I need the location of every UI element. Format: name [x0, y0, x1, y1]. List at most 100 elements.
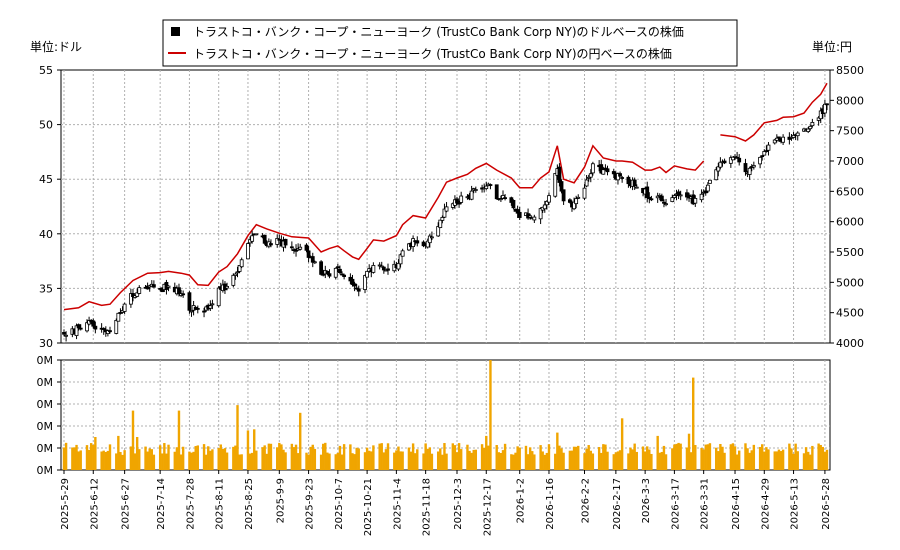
candle-body: [810, 121, 815, 127]
candle-body: [310, 256, 315, 263]
volume-bar: [131, 410, 135, 470]
right-tick-label: 5500: [836, 246, 864, 259]
volume-bar: [547, 444, 551, 470]
volume-bar: [313, 448, 317, 470]
volume-bar: [443, 443, 446, 470]
volume-bar: [451, 443, 455, 470]
right-tick-label: 6000: [836, 216, 864, 229]
legend-label-yen: トラストコ・バンク・コープ・ニューヨーク (TrustCo Bank Corp …: [193, 46, 672, 61]
volume-bar: [687, 433, 691, 470]
volume-bar: [353, 454, 356, 470]
candle-body: [400, 250, 405, 257]
candle-body: [662, 201, 666, 204]
volume-bar: [115, 453, 118, 470]
volume-bar: [606, 451, 609, 470]
candle-body: [237, 264, 242, 272]
volume-bar: [604, 444, 607, 470]
candle-body: [693, 198, 698, 204]
candle-body: [599, 164, 604, 174]
volume-bar: [738, 450, 741, 470]
x-tick-label: 2026-2-17: [612, 478, 623, 530]
candle-body: [62, 331, 66, 335]
volume-bar: [539, 445, 542, 470]
volume-bar: [497, 452, 501, 470]
volume-bar: [255, 450, 258, 470]
candle-body: [381, 266, 386, 271]
x-tick-label: 2026-3-3: [641, 478, 652, 523]
candle-body: [626, 176, 631, 185]
volume-bar: [556, 432, 559, 470]
volume-bar: [165, 453, 168, 470]
volume-bar: [514, 452, 517, 470]
candle-body: [342, 274, 347, 277]
candle-body: [708, 179, 712, 184]
volume-bar: [71, 447, 74, 470]
volume-bar: [806, 451, 810, 470]
volume-bar: [817, 443, 820, 470]
x-tick-label: 2026-5-28: [821, 478, 832, 530]
left-tick-label: 35: [39, 282, 53, 295]
candle-body: [473, 189, 478, 191]
volume-bar: [181, 446, 185, 470]
volume-bar: [501, 450, 505, 470]
volume-bar: [758, 446, 762, 470]
x-tick-label: 2025-6-27: [121, 478, 132, 530]
volume-bar: [760, 444, 764, 470]
volume-bar: [781, 449, 785, 470]
volume-bar: [485, 435, 488, 470]
volume-bar: [627, 453, 630, 470]
candle-body: [735, 156, 740, 159]
volume-bar: [616, 451, 620, 470]
candle-body: [559, 181, 564, 192]
candle-body: [764, 150, 769, 153]
volume-bar: [328, 453, 331, 470]
volume-bar: [211, 449, 214, 470]
candle-body: [601, 169, 606, 175]
yen-price-line-segment: [720, 82, 828, 142]
volume-bar: [618, 450, 622, 470]
volume-bar: [280, 444, 283, 470]
volume-bar: [470, 452, 473, 470]
candle-body: [515, 209, 520, 214]
candle-body: [208, 305, 213, 309]
candle-body: [618, 173, 622, 177]
volume-bar: [572, 446, 576, 470]
volume-bar: [671, 448, 674, 470]
volume-bar: [173, 451, 176, 470]
volume-bar: [401, 451, 404, 470]
candle-body: [254, 233, 259, 236]
left-axis-ticks: 30 35 40 45 50 55: [39, 64, 61, 350]
candle-body: [210, 303, 215, 306]
volume-bar: [225, 452, 229, 470]
volume-bar: [589, 450, 592, 470]
volume-bar: [719, 443, 722, 470]
candle-body: [85, 322, 89, 332]
legend: トラストコ・バンク・コープ・ニューヨーク (TrustCo Bank Corp …: [162, 19, 738, 67]
volume-bar: [161, 453, 164, 470]
volume-bar: [487, 445, 490, 470]
right-tick-label: 4000: [836, 337, 864, 350]
volume-bar: [307, 454, 310, 470]
candle-body: [777, 136, 781, 139]
candle-body: [250, 235, 255, 242]
candle-body: [743, 163, 748, 173]
volume-bar: [209, 450, 212, 470]
candle-body: [166, 285, 171, 288]
candle-body: [436, 226, 441, 237]
candle-body: [350, 278, 355, 285]
volume-bar: [265, 453, 268, 470]
volume-bar: [355, 447, 358, 470]
volume-bar: [175, 447, 179, 470]
volume-bar: [587, 445, 590, 470]
candle-body: [703, 190, 708, 194]
volume-bar: [664, 454, 668, 470]
volume-bar: [648, 449, 651, 470]
candle-body: [634, 186, 639, 189]
candle-body: [718, 161, 723, 168]
volume-bar: [612, 454, 615, 470]
candle-body: [335, 266, 340, 269]
volume-bar: [336, 452, 340, 470]
candle-body: [806, 128, 811, 132]
candle-body: [699, 193, 704, 201]
candle-body: [544, 201, 549, 206]
